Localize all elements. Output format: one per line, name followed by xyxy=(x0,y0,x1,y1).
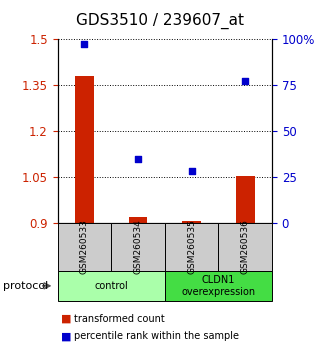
Text: percentile rank within the sample: percentile rank within the sample xyxy=(74,331,239,341)
Point xyxy=(189,169,194,174)
Text: transformed count: transformed count xyxy=(74,314,164,324)
Bar xyxy=(182,222,201,223)
Text: GSM260534: GSM260534 xyxy=(133,219,142,274)
Bar xyxy=(236,176,255,223)
Text: GSM260536: GSM260536 xyxy=(241,219,250,274)
Text: CLDN1
overexpression: CLDN1 overexpression xyxy=(181,275,255,297)
Text: GSM260535: GSM260535 xyxy=(187,219,196,274)
Point xyxy=(135,156,140,161)
Text: ■: ■ xyxy=(61,314,71,324)
Text: protocol: protocol xyxy=(3,281,48,291)
Text: control: control xyxy=(94,281,128,291)
Point xyxy=(243,79,248,84)
Point xyxy=(82,42,87,47)
Text: GSM260533: GSM260533 xyxy=(80,219,89,274)
Bar xyxy=(75,76,94,223)
Text: GDS3510 / 239607_at: GDS3510 / 239607_at xyxy=(76,12,244,29)
Bar xyxy=(129,217,148,223)
Text: ■: ■ xyxy=(61,331,71,341)
